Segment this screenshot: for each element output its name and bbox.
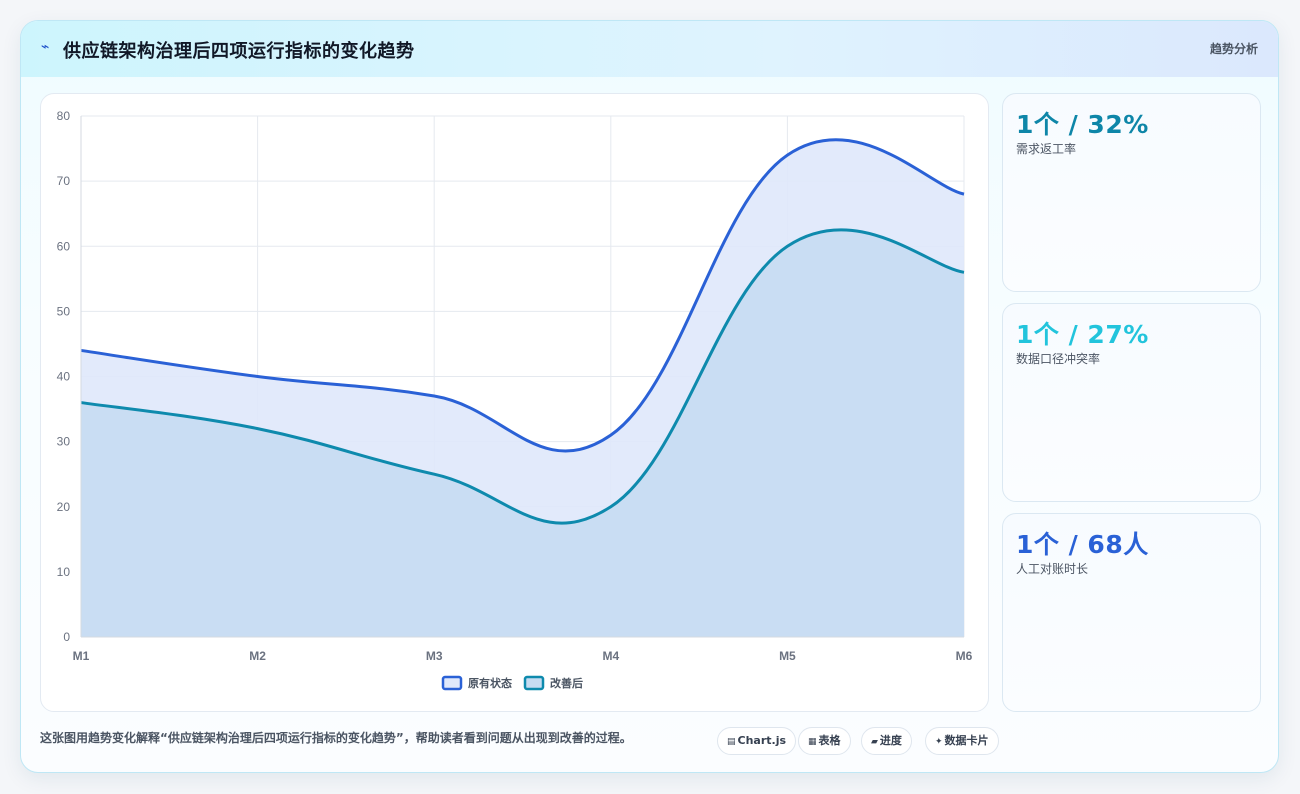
kpi-value: 1个 / 68人 bbox=[1016, 530, 1149, 559]
kpi-value: 1个 / 32% bbox=[1016, 110, 1149, 139]
legend-swatch bbox=[441, 675, 463, 691]
panel-header: ⌁ 供应链架构治理后四项运行指标的变化趋势 趋势分析 bbox=[21, 21, 1278, 77]
table-icon: ▦ bbox=[808, 737, 817, 747]
y-tick-label: 20 bbox=[57, 500, 71, 514]
y-tick-label: 70 bbox=[57, 174, 71, 188]
y-tick-label: 60 bbox=[57, 239, 71, 253]
kpi-label: 需求返工率 bbox=[1016, 142, 1077, 156]
area-chart: 0 10 20 30 40 50 60 70 80 M1 M2 M3 M4 M5 M6 原有状态 改善后 bbox=[57, 109, 973, 691]
chip-progress[interactable]: ▰ 进度 bbox=[861, 727, 912, 755]
chart-panel: ⌁ 供应链架构治理后四项运行指标的变化趋势 趋势分析 0 10 20 30 40 50 60… bbox=[20, 20, 1279, 773]
kpi-value: 1个 / 27% bbox=[1016, 320, 1149, 349]
y-tick-label: 40 bbox=[57, 370, 71, 384]
chip-chartjs[interactable]: ▤ Chart.js bbox=[717, 727, 797, 755]
legend-label: 原有状态 bbox=[468, 676, 512, 690]
series-1-area bbox=[81, 229, 964, 637]
legend-swatch bbox=[523, 675, 545, 691]
y-tick-label: 0 bbox=[63, 630, 70, 644]
kpi-card-rework-rate: 1个 / 32% 需求返工率 bbox=[1002, 93, 1261, 292]
trend-icon: ⌁ bbox=[41, 39, 50, 55]
x-tick-label: M6 bbox=[956, 649, 973, 663]
chip-label: Chart.js bbox=[737, 734, 787, 747]
chart-card: 0 10 20 30 40 50 60 70 80 M1 M2 M3 M4 M5 M6 原有状态 改善后 bbox=[40, 93, 989, 712]
kpi-card-conflict-rate: 1个 / 27% 数据口径冲突率 bbox=[1002, 303, 1261, 502]
x-tick-label: M3 bbox=[426, 649, 443, 663]
trend-analysis-link[interactable]: 趋势分析 bbox=[1209, 42, 1258, 56]
chip-label: 表格 bbox=[818, 734, 841, 747]
chart-caption: 这张图用趋势变化解释“供应链架构治理后四项运行指标的变化趋势”，帮助读者看到问题… bbox=[40, 731, 632, 745]
kpi-card-reconcile-time: 1个 / 68人 人工对账时长 bbox=[1002, 513, 1261, 712]
y-tick-label: 30 bbox=[57, 435, 71, 449]
x-tick-label: M4 bbox=[602, 649, 619, 663]
data-card-icon: ✦ bbox=[935, 737, 943, 747]
progress-icon: ▰ bbox=[871, 737, 878, 747]
page-title: 供应链架构治理后四项运行指标的变化趋势 bbox=[63, 41, 415, 62]
legend-label: 改善后 bbox=[550, 676, 583, 690]
series-0-line bbox=[80, 138, 965, 453]
x-tick-label: M2 bbox=[249, 649, 266, 663]
y-tick-label: 10 bbox=[57, 565, 71, 579]
chip-label: 进度 bbox=[879, 734, 902, 747]
x-tick-label: M5 bbox=[779, 649, 796, 663]
chip-data-card[interactable]: ✦ 数据卡片 bbox=[925, 727, 999, 755]
chip-table[interactable]: ▦ 表格 bbox=[798, 727, 851, 755]
chart-icon: ▤ bbox=[727, 737, 736, 747]
kpi-label: 数据口径冲突率 bbox=[1016, 352, 1101, 366]
y-tick-label: 80 bbox=[57, 109, 71, 123]
series-1-line bbox=[80, 228, 965, 525]
chip-label: 数据卡片 bbox=[944, 734, 989, 747]
x-tick-label: M1 bbox=[73, 649, 90, 663]
y-tick-label: 50 bbox=[57, 304, 71, 318]
kpi-label: 人工对账时长 bbox=[1016, 562, 1089, 576]
